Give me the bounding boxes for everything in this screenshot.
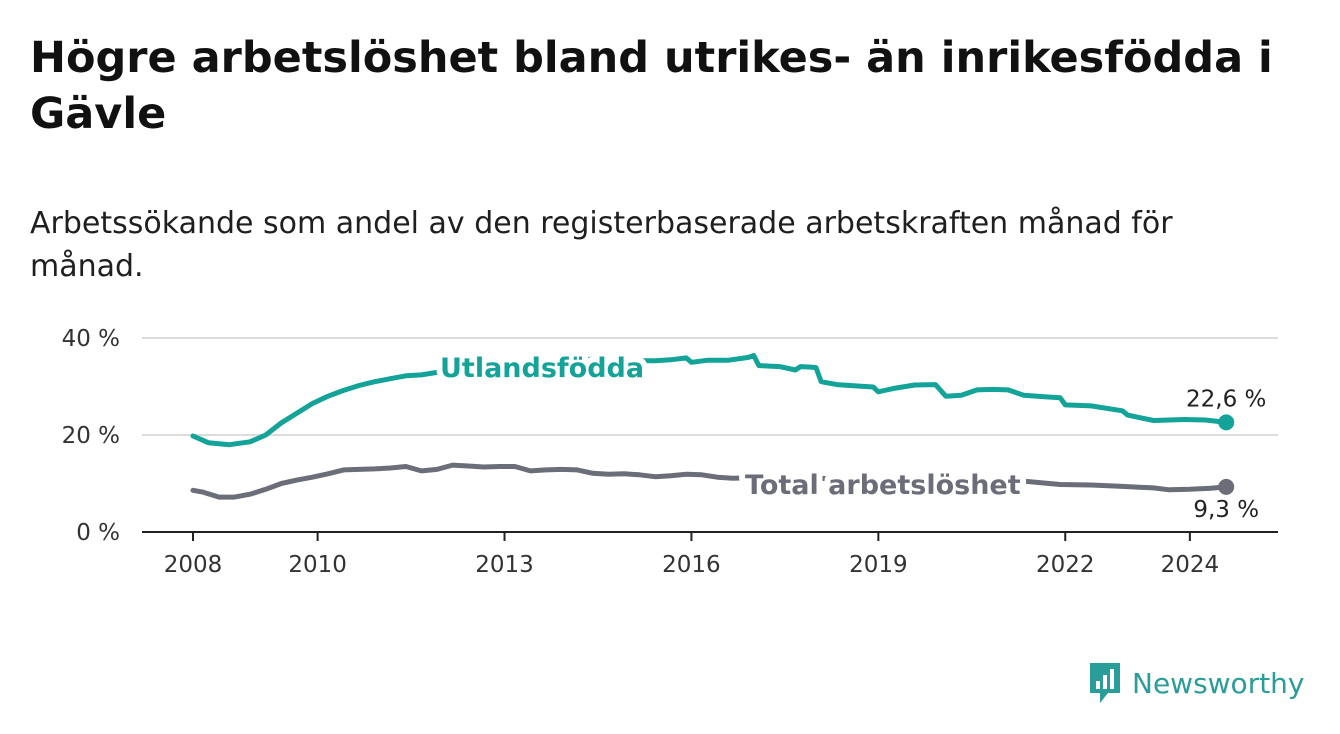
series-label-total: Total arbetslöshet bbox=[745, 470, 1021, 501]
x-tick-label: 2019 bbox=[849, 552, 908, 578]
brand: Newsworthy bbox=[1088, 660, 1305, 706]
series-label-utlandsfodda: Utlandsfödda bbox=[440, 353, 644, 384]
end-label-utlandsfodda: 22,6 % bbox=[1186, 386, 1266, 412]
x-tick-label: 2022 bbox=[1036, 552, 1095, 578]
brand-name: Newsworthy bbox=[1132, 666, 1305, 700]
y-tick-label: 20 % bbox=[62, 423, 120, 449]
chart-subtitle: Arbetssökande som andel av den registerb… bbox=[30, 206, 1173, 284]
y-tick-label: 40 % bbox=[62, 326, 120, 352]
x-tick-label: 2008 bbox=[164, 552, 223, 578]
end-label-total: 9,3 % bbox=[1193, 497, 1259, 523]
end-point-utlandsfodda bbox=[1218, 414, 1235, 431]
x-tick-label: 2013 bbox=[475, 552, 534, 578]
line-chart: 0 % 20 % 40 % 2008 2010 2013 2016 2019 2022 2024 U… bbox=[62, 326, 1278, 578]
x-tick-label: 2010 bbox=[288, 552, 347, 578]
series-line-utlandsfodda bbox=[190, 353, 1229, 448]
newsworthy-logo-icon bbox=[1090, 663, 1120, 703]
y-tick-label: 0 % bbox=[76, 520, 120, 546]
series-line-total bbox=[190, 462, 1229, 500]
x-tick-label: 2016 bbox=[662, 552, 721, 578]
chart-title: Högre arbetslöshet bland utrikes- än inr… bbox=[30, 33, 1273, 139]
x-tick-label: 2024 bbox=[1161, 552, 1220, 578]
end-point-total bbox=[1218, 478, 1235, 495]
